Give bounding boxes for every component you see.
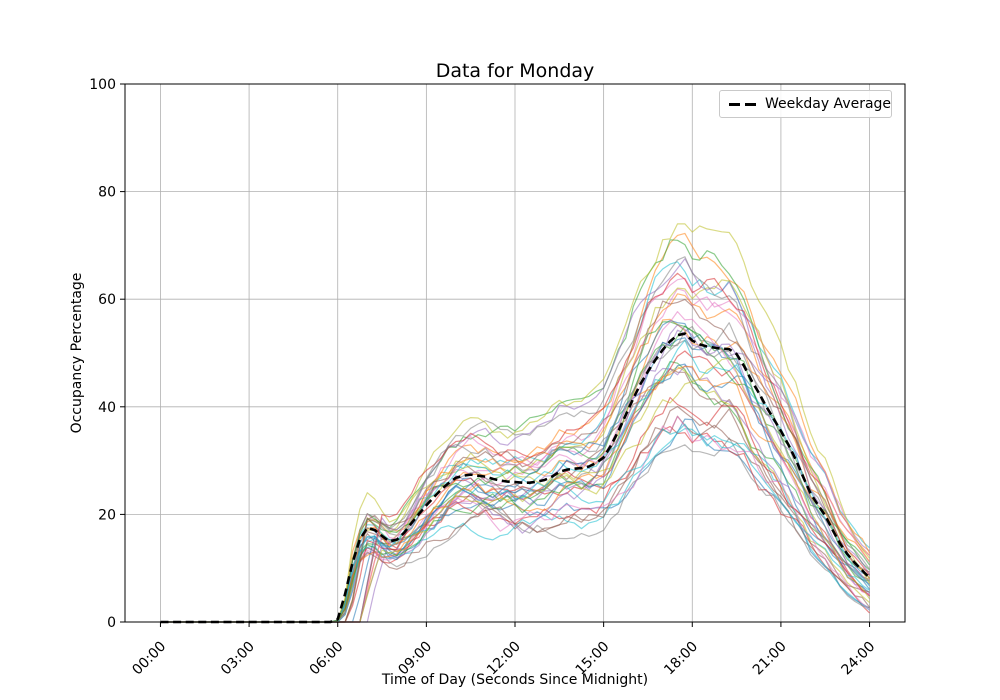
y-tick-labels: 0 20 40 60 80 100	[89, 77, 116, 631]
legend-dashed-line-sample	[729, 102, 756, 106]
y-tick-label: 0	[107, 615, 116, 631]
y-tick-label: 80	[98, 185, 116, 201]
tick-marks	[120, 83, 871, 627]
y-tick-label: 100	[89, 77, 116, 93]
occupancy-series-lines	[160, 223, 871, 623]
y-tick-label: 40	[98, 400, 116, 416]
legend-label: Weekday Average	[765, 96, 892, 112]
y-tick-label: 20	[98, 507, 116, 523]
x-axis-label: Time of Day (Seconds Since Midnight)	[381, 672, 649, 688]
chart-title: Data for Monday	[435, 60, 595, 82]
grid-lines	[125, 83, 905, 623]
legend: Weekday Average	[719, 90, 892, 118]
y-tick-label: 60	[98, 292, 116, 308]
